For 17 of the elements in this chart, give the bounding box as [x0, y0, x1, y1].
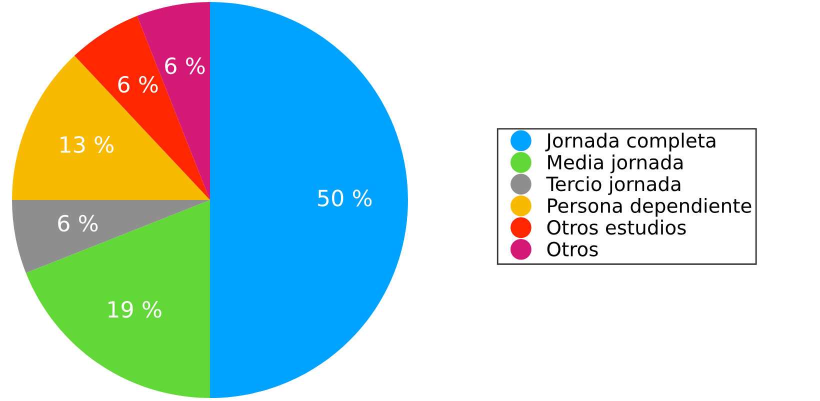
data-label: 6 % [58, 214, 98, 232]
data-label: 19 % [108, 300, 162, 318]
data-label: 6 % [165, 57, 205, 74]
legend-label: Jornada completa [545, 132, 716, 152]
legend-label: Persona dependiente [548, 198, 752, 217]
legend-label: Otros [547, 242, 598, 256]
legend-label: Media jornada [548, 154, 682, 174]
pie-slice [12, 56, 210, 200]
data-label: 50 % [318, 190, 372, 206]
pie-slice [210, 2, 408, 398]
pie-slice [12, 200, 210, 273]
data-label: 13 % [60, 136, 114, 153]
pie-slice [26, 200, 210, 398]
legend-label: Tercio jornada [546, 176, 680, 196]
data-label: 6 % [118, 76, 158, 93]
legend-label: Otros estudios [547, 220, 686, 235]
pie-slice [137, 2, 210, 200]
